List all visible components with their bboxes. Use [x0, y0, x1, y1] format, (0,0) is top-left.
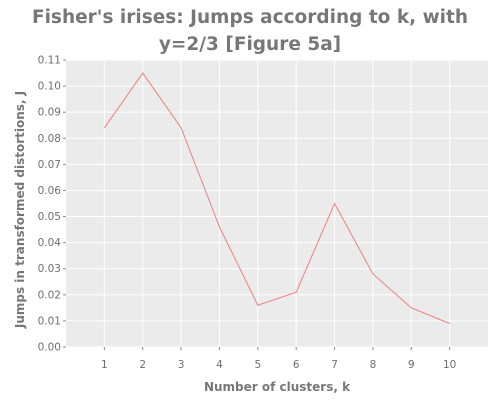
x-tick-label: 5	[254, 359, 261, 371]
y-tick-label: 0.05	[38, 211, 61, 223]
x-tick-label: 9	[408, 359, 415, 371]
y-tick-label: 0.04	[38, 237, 62, 249]
y-tick-label: 0.02	[38, 289, 61, 301]
chart-title-line: y=2/3 [Figure 5a]	[158, 34, 342, 55]
series-layer	[103, 72, 450, 324]
x-tick-label: 4	[216, 359, 223, 371]
y-axis-title: Jumps in transformed distortions, J	[13, 91, 27, 329]
x-tick-label: 2	[139, 359, 146, 371]
chart-title-line: Fisher's irises: Jumps according to k, w…	[31, 7, 469, 28]
chart-title: Fisher's irises: Jumps according to k, w…	[0, 4, 500, 58]
x-axis-ticks: 1 2 3 4 5 6 7 8 9 10	[101, 347, 456, 371]
x-tick-label: 3	[178, 359, 185, 371]
grid-lines	[66, 59, 488, 348]
x-tick-label: 8	[370, 359, 377, 371]
x-tick-label: 6	[293, 359, 300, 371]
x-tick-label: 7	[331, 359, 338, 371]
y-tick-label: 0.06	[38, 185, 62, 197]
y-tick-label: 0.01	[38, 315, 61, 327]
y-tick-label: 0.00	[38, 342, 61, 354]
y-axis-ticks: 0.00 0.01 0.02 0.03 0.04 0.05 0.06 0.07 0.08 0.09…	[38, 55, 66, 354]
x-tick-label: 1	[101, 359, 108, 371]
y-tick-label: 0.03	[38, 263, 61, 275]
y-tick-label: 0.09	[38, 107, 61, 119]
y-tick-label: 0.10	[38, 81, 61, 93]
y-tick-label: 0.07	[38, 159, 61, 171]
series-line	[103, 72, 450, 324]
x-axis-title: Number of clusters, k	[204, 380, 351, 394]
y-tick-label: 0.11	[38, 55, 61, 67]
y-tick-label: 0.08	[38, 133, 61, 145]
x-tick-label: 10	[443, 359, 456, 371]
plot-panel	[66, 60, 488, 347]
